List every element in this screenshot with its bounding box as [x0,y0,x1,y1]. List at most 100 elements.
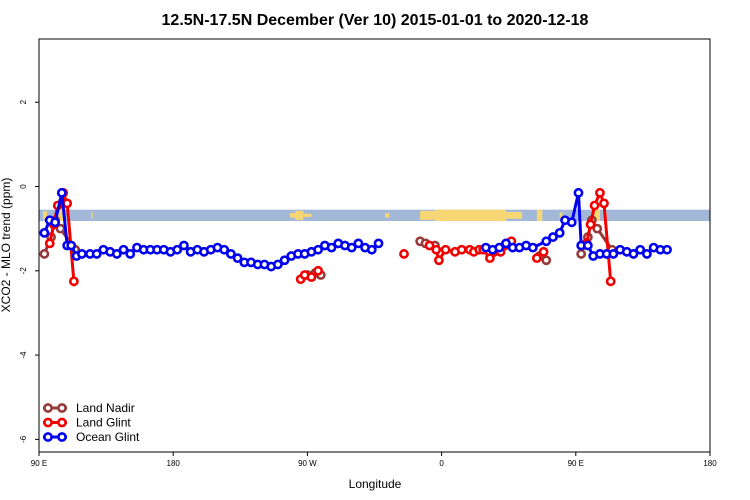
data-point [548,232,558,242]
y-tick-label: 0 [19,184,28,189]
data-point [272,259,283,270]
y-tick-label: -2 [19,267,28,275]
x-tick-label: 90 E [31,459,47,468]
legend-swatch-marker [57,403,67,413]
data-point [111,249,122,259]
data-point [628,249,639,259]
data-point [399,249,409,259]
land-segment [289,213,296,218]
land-segment [434,209,507,222]
x-tick-label: 90 E [568,459,584,468]
data-point [353,238,364,249]
data-point [279,255,290,266]
legend-entry: Ocean Glint [43,430,140,444]
data-point [585,219,596,230]
x-tick-label: 180 [703,459,717,468]
data-point [118,244,129,255]
data-point [50,217,61,228]
y-tick-label: -4 [19,351,28,359]
y-axis-label: XCO2 - MLO trend (ppm) [0,178,13,313]
legend-entry: Land Glint [43,416,131,430]
data-point [373,238,384,249]
series-line-segment [53,191,64,224]
data-point [538,246,549,257]
data-point [232,253,243,264]
data-point [68,276,79,287]
data-point [592,223,603,234]
data-point [635,244,646,255]
land-mask-band [39,209,710,222]
data-point [573,187,584,198]
series-line-segment [602,201,613,283]
data-point [576,249,587,259]
x-axis-label: Longitude [349,477,402,491]
series-layer [39,187,672,287]
data-point [91,249,102,259]
legend-entry: Land Nadir [43,401,135,415]
legend-label: Land Glint [76,416,131,430]
data-point [179,240,189,251]
x-tick-label: 0 [439,459,444,468]
legend-label: Ocean Glint [76,430,140,444]
x-tick-label: 180 [167,459,181,468]
data-point [77,249,87,259]
data-point [172,244,183,255]
data-point [608,249,619,259]
data-point [346,242,357,253]
data-point [531,253,542,264]
data-point [62,198,73,209]
legend-swatch-marker [43,432,53,442]
data-point [456,244,467,255]
data-point [44,238,55,249]
data-point [125,249,136,259]
land-segment [591,209,600,222]
data-point [424,240,435,251]
data-point [589,200,600,211]
legend-swatch-marker [43,417,53,428]
axes: 90 E 180 90 W 0 90 E 180 2 0 -2 -4 -6 [19,99,717,468]
data-point [440,244,451,255]
data-point [494,242,505,253]
y-tick-label: 2 [19,99,28,104]
data-point [306,272,317,283]
data-point [434,255,444,266]
data-point [56,187,67,198]
land-segment [420,210,435,220]
legend-swatch-marker [57,432,67,442]
y-tick-label: -6 [19,435,28,443]
data-point [39,227,50,238]
data-point [39,249,50,259]
data-point [582,240,593,251]
data-point [605,276,616,287]
land-segment [295,210,304,220]
land-segment [506,211,523,219]
data-point [554,227,565,238]
data-point [366,244,377,255]
data-point [501,238,511,249]
land-segment [91,212,93,219]
land-segment [55,209,64,222]
data-point [313,244,324,255]
data-point [431,244,442,255]
data-point [541,236,552,247]
data-point [313,265,324,276]
data-point [485,253,495,264]
land-segment [559,212,563,219]
land-segment [536,209,543,222]
data-point [527,242,538,253]
plot-frame [38,38,711,453]
ocean-band [39,209,710,222]
data-point [566,217,577,228]
land-segment [303,213,312,218]
series-line-segment [60,191,69,247]
data-point [66,240,77,251]
legend-swatch-marker [57,417,67,428]
land-segment [385,213,390,218]
data-point [599,198,609,209]
chart-title: 12.5N-17.5N December (Ver 10) 2015-01-01… [162,12,589,29]
legend-label: Land Nadir [76,401,135,415]
data-point [326,242,337,253]
series-ocean-glint [39,187,672,272]
